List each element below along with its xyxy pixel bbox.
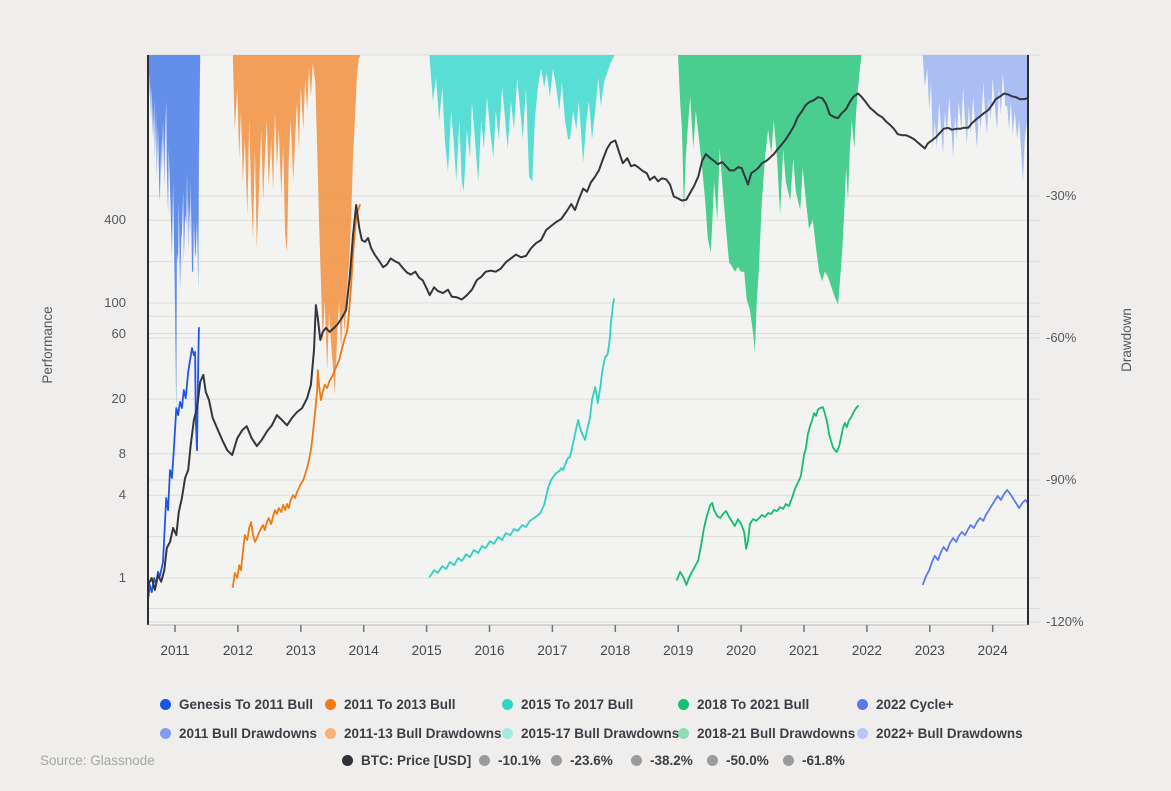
y-right-tick-120: -120%: [1046, 613, 1084, 629]
legend-drawdown-1-dot: [325, 728, 336, 739]
legend-drawdown-3-dot: [678, 728, 689, 739]
legend-drawdown-2[interactable]: 2015-17 Bull Drawdowns: [502, 726, 679, 741]
legend-bull-1-dot: [325, 699, 336, 710]
legend-drawdown-4-label: 2022+ Bull Drawdowns: [876, 726, 1023, 741]
legend-level-2-dot: [631, 755, 642, 766]
y-left-tick-400: 400: [104, 212, 126, 228]
y-left-tick-1: 1: [118, 570, 126, 585]
drawdown-areas: [148, 55, 1028, 419]
y-right-tick-90: -90%: [1046, 471, 1077, 487]
source-attribution: Source: Glassnode: [40, 753, 155, 768]
x-tick-2021: 2021: [788, 643, 820, 658]
y-left-tick-60: 60: [111, 325, 126, 341]
y-right-tick-30: -30%: [1046, 187, 1077, 203]
legend-bull-2-dot: [502, 699, 513, 710]
legend-bull-0-label: Genesis To 2011 Bull: [179, 697, 314, 712]
x-tick-2017: 2017: [537, 643, 568, 658]
legend-drawdown-0-dot: [160, 728, 171, 739]
legend-level-0-label: -10.1%: [498, 753, 541, 768]
legend-drawdown-1[interactable]: 2011-13 Bull Drawdowns: [325, 726, 502, 741]
y-left-tick-20: 20: [111, 391, 126, 407]
legend-bull-2-label: 2015 To 2017 Bull: [521, 697, 634, 712]
x-tick-2023: 2023: [914, 643, 945, 658]
x-tick-2022: 2022: [851, 643, 882, 658]
legend-drawdown-4[interactable]: 2022+ Bull Drawdowns: [857, 726, 1023, 741]
legend-drawdown-3[interactable]: 2018-21 Bull Drawdowns: [678, 726, 855, 741]
legend-level-4[interactable]: -61.8%: [783, 753, 845, 768]
legend-bull-4-dot: [857, 699, 868, 710]
legend-level-4-dot: [783, 755, 794, 766]
performance-lines: [147, 92, 1029, 602]
y-left-tick-4: 4: [118, 487, 126, 503]
x-tick-2020: 2020: [726, 643, 757, 658]
legend-level-1[interactable]: -23.6%: [551, 753, 613, 768]
legend-bull-3[interactable]: 2018 To 2021 Bull: [678, 697, 809, 712]
x-tick-2018: 2018: [600, 643, 631, 658]
legend-btc-price-label: BTC: Price [USD]: [361, 753, 472, 768]
legend-level-1-label: -23.6%: [570, 753, 613, 768]
legend-level-2[interactable]: -38.2%: [631, 753, 693, 768]
y-axis-title-performance: Performance: [40, 306, 55, 384]
legend-drawdown-0[interactable]: 2011 Bull Drawdowns: [160, 726, 317, 741]
legend-bull-4[interactable]: 2022 Cycle+: [857, 697, 954, 712]
x-tick-2015: 2015: [411, 643, 442, 658]
legend-level-1-dot: [551, 755, 562, 766]
legend-level-0-dot: [479, 755, 490, 766]
legend-drawdown-2-label: 2015-17 Bull Drawdowns: [521, 726, 680, 741]
x-tick-2019: 2019: [663, 643, 694, 658]
legend-drawdown-2-dot: [502, 728, 513, 739]
legend-bull-2[interactable]: 2015 To 2017 Bull: [502, 697, 633, 712]
legend-level-0[interactable]: -10.1%: [479, 753, 541, 768]
legend-level-3-label: -50.0%: [726, 753, 769, 768]
legend-drawdown-1-label: 2011-13 Bull Drawdowns: [344, 726, 502, 741]
axis-spines: [147, 55, 1029, 632]
legend-drawdown-0-label: 2011 Bull Drawdowns: [179, 726, 318, 741]
legend-level-4-label: -61.8%: [802, 753, 845, 768]
legend-level-2-label: -38.2%: [650, 753, 693, 768]
legend-level-3-dot: [707, 755, 718, 766]
legend-bull-1[interactable]: 2011 To 2013 Bull: [325, 697, 456, 712]
y-left-tick-8: 8: [118, 445, 126, 461]
legend-drawdown-4-dot: [857, 728, 868, 739]
x-tick-2012: 2012: [222, 643, 253, 658]
legend-bull-4-label: 2022 Cycle+: [876, 697, 954, 712]
x-tick-2016: 2016: [474, 643, 505, 658]
x-tick-2013: 2013: [285, 643, 316, 658]
legend-bull-1-label: 2011 To 2013 Bull: [344, 697, 456, 712]
y-right-tick-60: -60%: [1046, 329, 1077, 345]
legend-level-3[interactable]: -50.0%: [707, 753, 769, 768]
x-tick-2024: 2024: [977, 643, 1008, 658]
legend-bull-0[interactable]: Genesis To 2011 Bull: [160, 697, 313, 712]
legend-btc-price-dot: [342, 755, 353, 766]
y-left-tick-100: 100: [104, 295, 126, 310]
legend-bull-0-dot: [160, 699, 171, 710]
legend-btc-price[interactable]: BTC: Price [USD]: [342, 753, 471, 768]
x-tick-2011: 2011: [160, 643, 190, 658]
y-axis-title-drawdown: Drawdown: [1119, 308, 1134, 372]
x-tick-2014: 2014: [348, 643, 379, 658]
legend-bull-3-dot: [678, 699, 689, 710]
plot-background: [148, 55, 1028, 625]
legend-bull-3-label: 2018 To 2021 Bull: [697, 697, 810, 712]
legend-drawdown-3-label: 2018-21 Bull Drawdowns: [697, 726, 856, 741]
